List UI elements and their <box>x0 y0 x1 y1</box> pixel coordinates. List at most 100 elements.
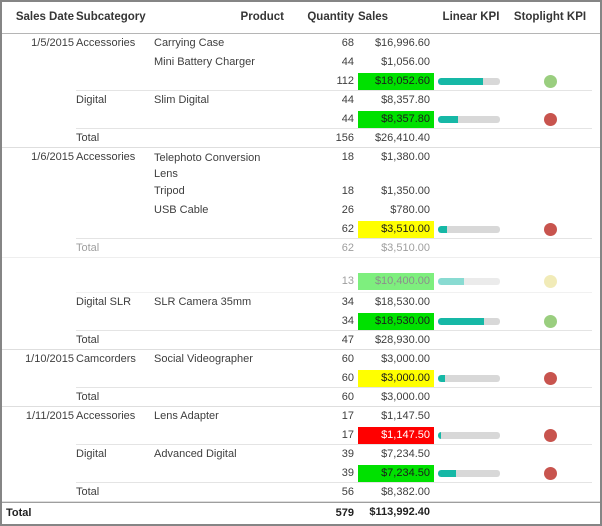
cell-quantity: 17 <box>341 410 354 422</box>
linear-kpi-bar <box>438 226 500 233</box>
table-row: 13 $10,400.00 <box>2 272 600 293</box>
cell-subcategory: Total <box>76 486 100 498</box>
sales-value: $3,000.00 <box>381 353 430 365</box>
cell-quantity: 62 <box>341 223 354 235</box>
cell-sales: $3,510.00 <box>358 239 434 257</box>
cell-subcategory: Total <box>76 242 100 254</box>
cell-product: USB Cable <box>154 204 209 216</box>
cell-stoplight-kpi <box>504 110 596 129</box>
cell-product: Mini Battery Charger <box>154 56 255 68</box>
linear-kpi-fill <box>438 78 483 85</box>
cell-product: Advanced Digital <box>154 448 237 460</box>
cell-linear-kpi <box>438 312 504 325</box>
cell-sales: $3,510.00 <box>358 220 434 238</box>
cell-sales: $10,400.00 <box>358 272 434 290</box>
cell-product: Carrying Case <box>154 37 225 49</box>
cell-sales: $1,147.50 <box>358 407 434 425</box>
cell-stoplight-kpi <box>504 426 596 445</box>
cell-quantity: 56 <box>341 486 354 498</box>
cell-subcategory: Digital <box>76 94 107 106</box>
column-header-linear_kpi[interactable]: Linear KPI <box>442 11 500 23</box>
sales-value: $1,147.50 <box>381 410 430 422</box>
sales-value: $7,234.50 <box>381 448 430 460</box>
column-header-stoplight_kpi[interactable]: Stoplight KPI <box>513 11 587 23</box>
cell-subcategory: Total <box>76 132 100 144</box>
cell-sales: $16,996.60 <box>358 34 434 52</box>
table-row: Digital Advanced Digital 39 $7,234.50 <box>2 445 600 464</box>
cell-sales-date: 1/11/2015 <box>25 410 74 422</box>
cell-sales: $3,000.00 <box>358 369 434 387</box>
cell-quantity: 156 <box>335 132 354 144</box>
cell-linear-kpi <box>438 369 504 382</box>
sales-value: $113,992.40 <box>369 506 430 518</box>
linear-kpi-bar <box>438 116 500 123</box>
table-row: 1/5/2015 Accessories Carrying Case 68 $16,99… <box>2 34 600 53</box>
cell-product: Telephoto Conversion Lens <box>154 152 261 180</box>
table-row: 112 $18,052.60 <box>2 72 600 91</box>
sales-kpi-cell: $3,510.00 <box>358 221 434 238</box>
group-divider <box>76 128 592 129</box>
table-row: 34 $18,530.00 <box>2 312 600 331</box>
cell-quantity: 60 <box>341 391 354 403</box>
section-divider <box>2 257 600 258</box>
cell-quantity: 47 <box>341 334 354 346</box>
linear-kpi-fill <box>438 116 459 123</box>
table-row: Total 47 $28,930.00 <box>2 331 600 350</box>
group-divider <box>76 482 592 483</box>
cell-quantity: 34 <box>341 315 354 327</box>
table-row: Total 156 $26,410.40 <box>2 129 600 148</box>
cell-subcategory: Accessories <box>76 37 136 49</box>
column-header-sales[interactable]: Sales <box>358 11 389 23</box>
cell-sales: $1,380.00 <box>358 148 434 166</box>
cell-quantity: 60 <box>341 372 354 384</box>
cell-product: Slim Digital <box>154 94 210 106</box>
column-header-subcategory[interactable]: Subcategory <box>76 11 146 23</box>
stoplight-green-icon <box>543 315 557 328</box>
column-header-quantity[interactable]: Quantity <box>307 11 354 23</box>
cell-stoplight-kpi <box>504 312 596 331</box>
cell-stoplight-kpi <box>504 272 596 291</box>
cell-linear-kpi <box>438 220 504 233</box>
cell-quantity: 44 <box>341 113 354 125</box>
spacer-row <box>2 258 600 272</box>
stoplight-red-icon <box>543 467 557 480</box>
sales-kpi-cell: $10,400.00 <box>358 273 434 290</box>
sales-value: $3,000.00 <box>381 391 430 403</box>
cell-quantity: 60 <box>341 353 354 365</box>
table-row: Total 579 $113,992.40 <box>2 502 600 523</box>
linear-kpi-bar <box>438 78 500 85</box>
sales-kpi-cell: $7,234.50 <box>358 465 434 482</box>
column-header-sales_date[interactable]: Sales Date <box>15 11 74 23</box>
group-divider <box>76 292 592 293</box>
table-row: Tripod 18 $1,350.00 <box>2 182 600 201</box>
cell-subcategory: Accessories <box>76 151 136 163</box>
column-header-product[interactable]: Product <box>240 11 284 23</box>
cell-sales: $780.00 <box>358 201 434 219</box>
cell-quantity: 17 <box>341 429 354 441</box>
cell-linear-kpi <box>438 464 504 477</box>
cell-sales: $1,350.00 <box>358 182 434 200</box>
sales-value: $16,996.60 <box>374 37 430 49</box>
cell-quantity: 44 <box>341 56 354 68</box>
section-divider <box>2 501 600 502</box>
cell-product: Social Videographer <box>154 353 253 365</box>
cell-stoplight-kpi <box>504 464 596 483</box>
cell-subcategory: Total <box>76 391 100 403</box>
table-row: Digital Slim Digital 44 $8,357.80 <box>2 91 600 110</box>
cell-subcategory: Total <box>76 334 100 346</box>
cell-sales-date: 1/5/2015 <box>31 37 74 49</box>
table-row: 44 $8,357.80 <box>2 110 600 129</box>
cell-linear-kpi <box>438 110 504 123</box>
linear-kpi-fill <box>438 432 442 439</box>
table-row: Total 56 $8,382.00 <box>2 483 600 502</box>
cell-subcategory: Digital <box>76 448 107 460</box>
cell-quantity: 68 <box>341 37 354 49</box>
cell-quantity: 62 <box>341 242 354 254</box>
sales-kpi-cell: $18,530.00 <box>358 313 434 330</box>
table-row: 62 $3,510.00 <box>2 220 600 239</box>
cell-sales: $3,000.00 <box>358 388 434 406</box>
table-row: 17 $1,147.50 <box>2 426 600 445</box>
cell-subcategory: Camcorders <box>76 353 136 365</box>
cell-sales: $18,052.60 <box>358 72 434 90</box>
